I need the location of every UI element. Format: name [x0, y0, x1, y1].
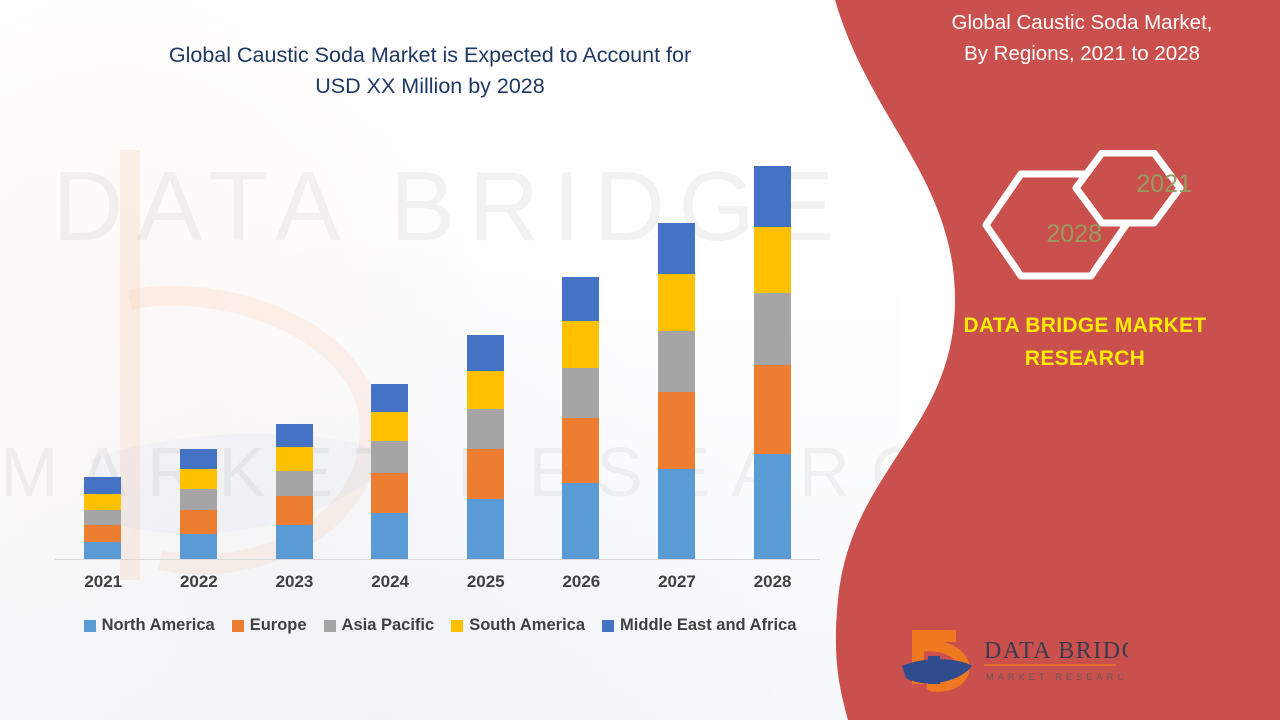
- bar-chart-plot-area: [55, 140, 820, 560]
- bar-segment-middle-east-and-africa[interactable]: [84, 477, 122, 494]
- x-axis-line: [55, 559, 820, 560]
- bar-segment-europe[interactable]: [275, 496, 313, 526]
- watermark-data-bridge: DATA BRIDGE: [0, 150, 900, 263]
- bar-segment-south-america[interactable]: [275, 446, 313, 471]
- bar-segment-europe[interactable]: [84, 525, 122, 543]
- bar-2025[interactable]: [466, 335, 504, 559]
- bar-segment-north-america[interactable]: [371, 512, 409, 559]
- hexagon-front-2021: [1072, 150, 1184, 227]
- legend-label: Middle East and Africa: [620, 616, 797, 634]
- logo-text-data-bridge: DATA BRIDGE: [984, 638, 1128, 664]
- legend-swatch-icon: [451, 619, 464, 632]
- bar-segment-north-america[interactable]: [179, 533, 217, 559]
- legend-item-asia-pacific[interactable]: Asia Pacific: [323, 616, 435, 635]
- x-axis-label-2027: 2027: [658, 572, 696, 591]
- legend-label: Europe: [249, 616, 307, 634]
- bar-segment-middle-east-and-africa[interactable]: [466, 335, 504, 372]
- data-bridge-logo: DATA BRIDGE MARKET RESEARCH: [902, 630, 1128, 692]
- legend-item-europe[interactable]: Europe: [231, 616, 307, 635]
- legend-swatch-icon: [83, 619, 96, 632]
- bar-segment-south-america[interactable]: [466, 371, 504, 409]
- legend-item-north-america[interactable]: North America: [83, 616, 215, 635]
- legend-label: Asia Pacific: [341, 616, 435, 634]
- bar-2021[interactable]: [84, 477, 122, 559]
- legend-item-south-america[interactable]: South America: [451, 616, 585, 635]
- bar-segment-europe[interactable]: [753, 364, 791, 454]
- bar-2027[interactable]: [658, 223, 696, 559]
- bar-segment-south-america[interactable]: [753, 227, 791, 294]
- chart-legend: North America Europe Asia Pacific South Ame…: [55, 616, 825, 635]
- bar-segment-north-america[interactable]: [466, 499, 504, 559]
- bar-segment-europe[interactable]: [658, 392, 696, 469]
- bar-2022[interactable]: [179, 448, 217, 559]
- bar-group: [55, 140, 820, 559]
- chart-title-line-2: USD XX Million by 2028: [315, 74, 545, 99]
- bar-segment-europe[interactable]: [179, 509, 217, 534]
- bar-segment-middle-east-and-africa[interactable]: [753, 166, 791, 228]
- bar-segment-europe[interactable]: [371, 472, 409, 513]
- bar-segment-south-america[interactable]: [658, 274, 696, 332]
- bar-segment-middle-east-and-africa[interactable]: [562, 276, 600, 321]
- bar-segment-north-america[interactable]: [562, 483, 600, 559]
- bar-2023[interactable]: [275, 423, 313, 559]
- bar-segment-asia-pacific[interactable]: [658, 331, 696, 393]
- bar-segment-asia-pacific[interactable]: [371, 441, 409, 473]
- x-axis-label-2022: 2022: [179, 572, 218, 591]
- right-panel-title: Global Caustic Soda Market, By Regions, …: [908, 8, 1256, 70]
- x-axis-label-2026: 2026: [562, 572, 601, 591]
- x-axis-label-2025: 2025: [466, 572, 505, 591]
- brand-line-2: RESEARCH: [1024, 346, 1146, 370]
- hexagon-label-2028: 2028: [1046, 220, 1102, 248]
- bar-segment-north-america[interactable]: [753, 454, 791, 559]
- bar-segment-asia-pacific[interactable]: [179, 488, 217, 510]
- bar-segment-south-america[interactable]: [371, 412, 409, 442]
- bar-segment-europe[interactable]: [562, 418, 600, 484]
- x-axis-label-2021: 2021: [84, 572, 123, 591]
- hexagon-label-2021: 2021: [1136, 170, 1192, 198]
- bar-segment-south-america[interactable]: [179, 468, 217, 489]
- bar-segment-middle-east-and-africa[interactable]: [275, 423, 313, 447]
- brand-text: DATA BRIDGE MARKET RESEARCH: [910, 310, 1260, 375]
- bar-segment-middle-east-and-africa[interactable]: [179, 448, 217, 469]
- bar-segment-south-america[interactable]: [562, 320, 600, 368]
- bar-segment-north-america[interactable]: [84, 542, 122, 559]
- bar-segment-north-america[interactable]: [658, 468, 696, 559]
- bar-2026[interactable]: [562, 276, 600, 559]
- bar-segment-asia-pacific[interactable]: [753, 293, 791, 365]
- x-axis-label-2023: 2023: [275, 572, 314, 591]
- background-wash: [0, 0, 900, 720]
- bar-segment-south-america[interactable]: [84, 493, 122, 510]
- legend-label: North America: [101, 616, 215, 634]
- x-axis-labels: 2021 2022 2023 2024 2025 2026 2027 2028: [55, 572, 820, 592]
- x-axis-label-2028: 2028: [753, 572, 792, 591]
- bar-segment-asia-pacific[interactable]: [84, 509, 122, 526]
- bar-segment-middle-east-and-africa[interactable]: [658, 223, 696, 275]
- bar-segment-middle-east-and-africa[interactable]: [371, 383, 409, 413]
- logo-mark-icon: [902, 630, 972, 692]
- legend-swatch-icon: [602, 619, 615, 632]
- legend-label: South America: [469, 616, 586, 634]
- bar-segment-asia-pacific[interactable]: [562, 367, 600, 419]
- right-title-line-2: By Regions, 2021 to 2028: [964, 41, 1200, 65]
- page-title: Global Caustic Soda Market is Expected t…: [45, 40, 815, 102]
- legend-item-middle-east-and-africa[interactable]: Middle East and Africa: [602, 616, 796, 635]
- ghost-logomark-watermark: [90, 150, 390, 580]
- bar-segment-north-america[interactable]: [275, 525, 313, 559]
- chart-title-line-1: Global Caustic Soda Market is Expected t…: [168, 43, 692, 67]
- bar-segment-europe[interactable]: [466, 448, 504, 500]
- bar-2028[interactable]: [753, 166, 791, 559]
- brand-line-1: DATA BRIDGE MARKET: [963, 314, 1207, 337]
- x-axis-label-2024: 2024: [371, 572, 410, 591]
- bar-segment-asia-pacific[interactable]: [466, 408, 504, 449]
- logo-text-market-research: MARKET RESEARCH: [986, 672, 1128, 682]
- legend-swatch-icon: [323, 619, 336, 632]
- hexagon-pair-graphic: [982, 150, 1184, 280]
- bar-2024[interactable]: [371, 383, 409, 559]
- right-title-line-1: Global Caustic Soda Market,: [951, 11, 1213, 34]
- bar-segment-asia-pacific[interactable]: [275, 470, 313, 497]
- legend-swatch-icon: [231, 619, 244, 632]
